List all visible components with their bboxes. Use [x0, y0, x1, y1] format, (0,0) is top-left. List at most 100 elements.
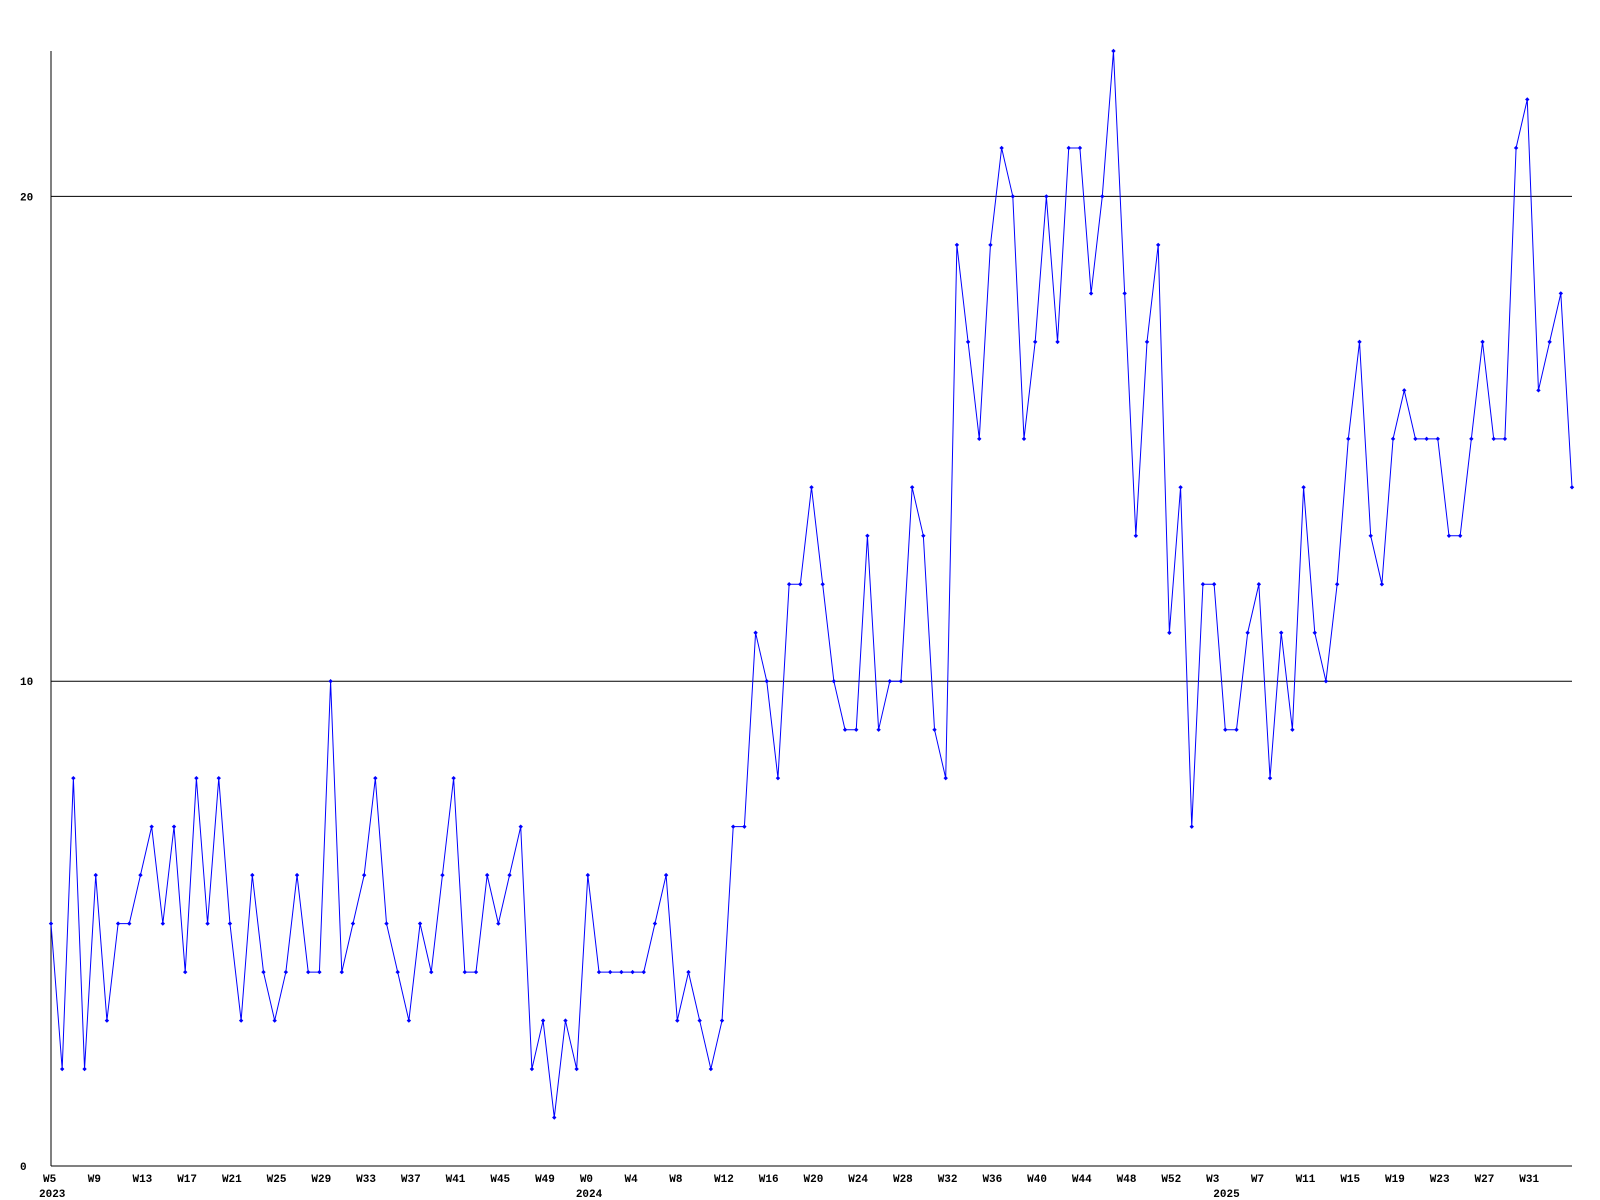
data-point — [93, 872, 98, 878]
data-point — [1178, 485, 1183, 490]
data-point — [1256, 582, 1262, 587]
data-point — [708, 1066, 714, 1072]
data-point — [854, 727, 859, 732]
x-group-label: 2024 — [576, 1189, 603, 1200]
data-point — [48, 921, 54, 926]
data-point — [965, 339, 971, 345]
data-point — [328, 679, 333, 684]
data-point — [1424, 436, 1429, 442]
data-point — [306, 969, 311, 975]
data-point — [160, 921, 166, 926]
data-point — [1279, 630, 1284, 635]
data-point — [183, 969, 188, 975]
data-point — [1010, 194, 1016, 199]
data-point — [1167, 630, 1172, 635]
x-group-label: 2023 — [39, 1189, 66, 1200]
data-point — [82, 1066, 87, 1072]
data-point — [1066, 145, 1071, 151]
data-point — [1245, 630, 1250, 635]
series-line — [50, 50, 1573, 1118]
data-point — [921, 533, 926, 538]
data-point — [440, 872, 445, 878]
x-tick-label: W31 — [1519, 1174, 1539, 1186]
data-point — [820, 582, 825, 587]
data-point — [786, 582, 792, 587]
data-point — [1491, 436, 1496, 442]
data-point — [753, 630, 758, 635]
x-tick-label: W41 — [446, 1174, 466, 1186]
data-point — [194, 775, 199, 781]
y-tick-label: 0 — [20, 1162, 27, 1174]
data-point — [529, 1066, 535, 1072]
x-tick-label: W45 — [490, 1174, 510, 1186]
data-point — [115, 921, 121, 926]
data-point — [1021, 436, 1027, 442]
x-tick-label: W25 — [267, 1174, 287, 1186]
data-point — [887, 679, 892, 684]
data-point — [831, 679, 837, 684]
data-point — [607, 969, 613, 975]
data-point — [1290, 727, 1295, 732]
x-tick-label: W16 — [759, 1174, 779, 1186]
data-point — [652, 921, 658, 926]
data-point — [1100, 194, 1105, 199]
data-point — [764, 679, 769, 684]
data-point — [250, 872, 255, 878]
data-point — [1189, 824, 1194, 829]
data-point — [127, 921, 132, 926]
data-point — [1379, 582, 1385, 587]
data-point — [104, 1018, 110, 1023]
x-tick-label: W32 — [938, 1174, 958, 1186]
x-tick-label: W44 — [1072, 1174, 1092, 1186]
data-point — [943, 775, 948, 781]
x-tick-label: W15 — [1340, 1174, 1360, 1186]
data-point — [898, 679, 904, 684]
data-point — [473, 969, 479, 975]
data-point — [1144, 339, 1150, 345]
data-point — [395, 969, 400, 975]
data-point — [384, 921, 389, 926]
data-point — [417, 921, 423, 926]
data-point — [1077, 145, 1083, 151]
data-point — [954, 242, 960, 248]
data-point — [977, 436, 982, 442]
x-tick-label: W28 — [893, 1174, 913, 1186]
data-point — [1111, 48, 1116, 54]
data-point — [429, 969, 434, 975]
data-point — [149, 824, 154, 829]
y-tick-label: 20 — [20, 192, 33, 204]
data-point — [876, 727, 881, 732]
data-point — [1469, 436, 1474, 442]
data-point — [842, 727, 848, 732]
x-tick-label: W11 — [1296, 1174, 1316, 1186]
data-point — [272, 1018, 277, 1023]
data-point — [663, 872, 669, 878]
x-tick-label: W36 — [982, 1174, 1002, 1186]
data-point — [630, 969, 635, 975]
data-point — [988, 242, 993, 248]
data-point — [563, 1018, 568, 1023]
data-point — [1234, 727, 1239, 732]
x-tick-label: W29 — [311, 1174, 331, 1186]
data-point — [865, 533, 870, 538]
data-point — [406, 1018, 412, 1023]
data-point — [596, 969, 602, 975]
data-point — [1502, 436, 1508, 442]
data-point — [1133, 533, 1139, 538]
x-tick-label: W37 — [401, 1174, 421, 1186]
data-point — [932, 727, 937, 732]
data-point — [1334, 582, 1340, 587]
x-tick-label: W12 — [714, 1174, 734, 1186]
data-point — [686, 969, 691, 975]
x-tick-label: W9 — [88, 1174, 101, 1186]
x-group-label: 2025 — [1213, 1189, 1240, 1200]
data-point — [1155, 242, 1161, 248]
x-tick-label: W27 — [1475, 1174, 1495, 1186]
data-point — [138, 872, 143, 878]
x-tick-label: W20 — [804, 1174, 824, 1186]
data-point — [1513, 145, 1519, 151]
data-point — [1346, 436, 1351, 442]
data-point — [496, 921, 501, 926]
